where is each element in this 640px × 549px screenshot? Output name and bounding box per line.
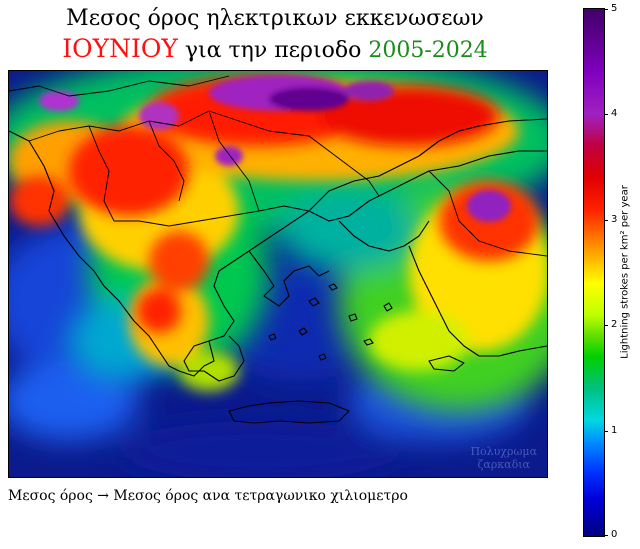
colorbar-tick-label: 1	[611, 424, 618, 436]
watermark-line1: Πολυχρωμα	[470, 445, 537, 458]
colorbar-label: Lightning strokes per km² per year	[619, 185, 631, 359]
watermark-line2: ζαρκαδια	[477, 458, 530, 471]
map-canvas	[9, 71, 547, 477]
country-borders	[9, 75, 547, 257]
colorbar-tick	[604, 9, 608, 10]
colorbar-tick	[604, 325, 608, 327]
colorbar-tick-label: 3	[611, 213, 618, 225]
colorbar-tick-label: 2	[611, 319, 618, 331]
watermark: Πολυχρωμα ζαρκαδια	[470, 445, 537, 471]
colorbar-tick	[604, 430, 608, 432]
colorbar-tick	[604, 114, 608, 116]
colorbar-tick-label: 4	[611, 108, 618, 120]
title-years: 2005-2024	[368, 38, 488, 63]
colorbar	[583, 8, 605, 537]
lightning-density-map: Πολυχρωμα ζαρκαδια	[8, 70, 548, 478]
map-title-line2: ΙΟΥΝΙΟΥ για την περιοδο 2005-2024	[0, 34, 550, 63]
colorbar-tick-label: 5	[611, 3, 618, 14]
colorbar-tick	[604, 219, 608, 221]
colorbar-tick-label: 0	[611, 529, 618, 540]
title-month: ΙΟΥΝΙΟΥ	[62, 34, 178, 63]
map-caption: Μεσος όρος → Μεσος όρος ανα τετραγωνικο …	[8, 488, 408, 504]
map-title-line1: Μεσος όρος ηλεκτρικων εκκενωσεων	[66, 6, 484, 31]
peak-density-layer	[39, 75, 511, 222]
colorbar-tick	[604, 535, 608, 536]
title-period-text: για την περιοδο	[177, 38, 369, 63]
